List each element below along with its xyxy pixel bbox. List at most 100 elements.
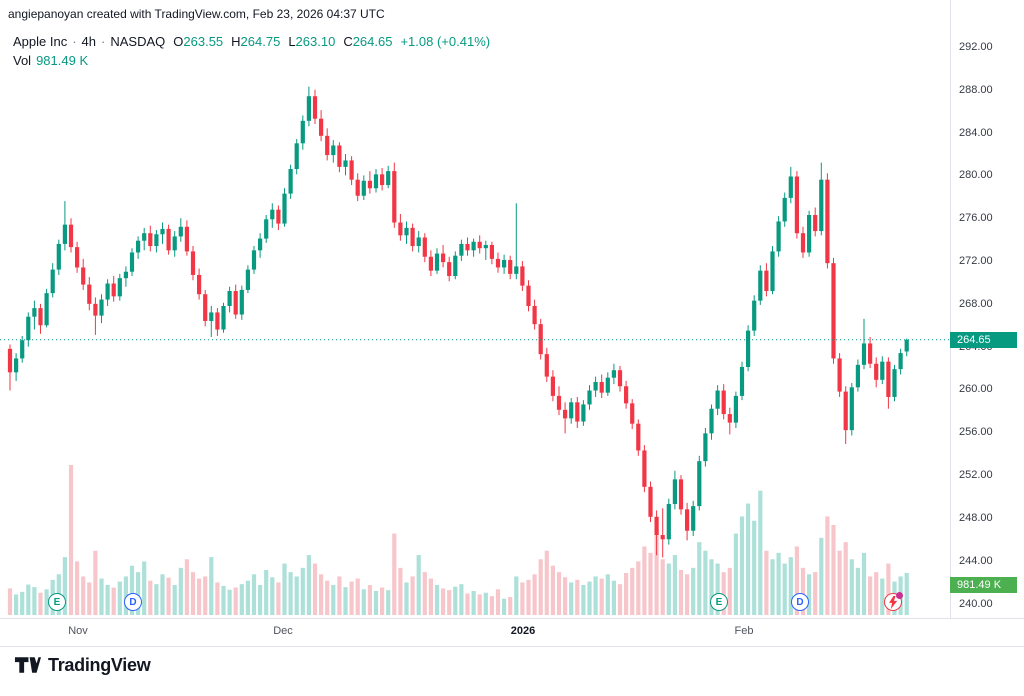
volume-bar[interactable]	[404, 582, 409, 615]
candle-body[interactable]	[50, 269, 55, 294]
candle-body[interactable]	[337, 145, 342, 167]
candle-body[interactable]	[142, 233, 147, 241]
candle-body[interactable]	[38, 308, 43, 326]
symbol-title[interactable]: Apple Inc	[13, 34, 68, 49]
volume-bar[interactable]	[617, 584, 623, 615]
candle-body[interactable]	[276, 209, 281, 224]
volume-bar[interactable]	[142, 561, 147, 615]
candle-body[interactable]	[68, 224, 74, 248]
candle-body[interactable]	[154, 234, 159, 247]
dividend-marker[interactable]: D	[791, 593, 809, 611]
candle-body[interactable]	[495, 258, 501, 268]
volume-bar[interactable]	[727, 567, 732, 615]
volume-bar[interactable]	[807, 574, 812, 615]
candle-body[interactable]	[75, 247, 80, 268]
volume-bar[interactable]	[599, 578, 604, 615]
volume-bar[interactable]	[703, 550, 708, 615]
candle-body[interactable]	[654, 516, 659, 535]
volume-bar[interactable]	[782, 563, 787, 615]
candle-body[interactable]	[617, 370, 623, 387]
volume-bar[interactable]	[569, 582, 574, 615]
candle-body[interactable]	[197, 274, 202, 295]
volume-bar[interactable]	[587, 581, 592, 615]
volume-bar[interactable]	[117, 581, 122, 615]
volume-bar[interactable]	[550, 565, 555, 615]
volume-bar[interactable]	[776, 552, 781, 615]
candle-body[interactable]	[355, 179, 360, 196]
candle-body[interactable]	[685, 509, 690, 531]
candle-body[interactable]	[32, 308, 37, 317]
volume-bar[interactable]	[178, 567, 183, 615]
volume-bar[interactable]	[685, 574, 690, 615]
candle-body[interactable]	[721, 390, 726, 415]
volume-bar[interactable]	[148, 580, 153, 615]
tradingview-logo-icon[interactable]	[14, 654, 41, 676]
candle-body[interactable]	[630, 403, 635, 424]
candle-body[interactable]	[215, 312, 220, 330]
volume-bar[interactable]	[831, 525, 836, 615]
volume-bar[interactable]	[87, 582, 92, 615]
candle-body[interactable]	[508, 259, 513, 274]
candle-body[interactable]	[331, 145, 336, 156]
volume-bar[interactable]	[471, 591, 476, 615]
candle-body[interactable]	[392, 171, 397, 223]
volume-bar[interactable]	[642, 546, 647, 615]
volume-bar[interactable]	[502, 598, 507, 615]
volume-bar[interactable]	[508, 597, 513, 615]
volume-bar[interactable]	[7, 588, 13, 615]
volume-bar[interactable]	[227, 589, 232, 615]
volume-bar[interactable]	[697, 542, 702, 615]
candle-body[interactable]	[849, 387, 854, 431]
volume-bar[interactable]	[837, 550, 842, 615]
volume-bar[interactable]	[874, 572, 879, 615]
volume-bar[interactable]	[44, 589, 49, 615]
volume-bar[interactable]	[288, 572, 293, 615]
candle-body[interactable]	[550, 376, 555, 396]
candle-body[interactable]	[892, 369, 897, 397]
volume-bar[interactable]	[611, 580, 616, 615]
volume-bar[interactable]	[154, 584, 159, 615]
candle-body[interactable]	[367, 180, 372, 189]
candle-body[interactable]	[800, 233, 806, 253]
volume-bar[interactable]	[398, 567, 403, 615]
candle-body[interactable]	[611, 370, 616, 378]
candle-body[interactable]	[660, 535, 665, 540]
candle-body[interactable]	[636, 423, 641, 451]
candle-body[interactable]	[117, 278, 122, 297]
volume-bar[interactable]	[99, 578, 104, 615]
candle-body[interactable]	[739, 366, 745, 396]
volume-bar[interactable]	[477, 594, 482, 615]
candle-body[interactable]	[300, 120, 305, 144]
candle-body[interactable]	[465, 243, 470, 251]
candle-body[interactable]	[105, 283, 110, 300]
candle-body[interactable]	[556, 395, 562, 410]
earnings-marker[interactable]: E	[710, 593, 728, 611]
volume-bar[interactable]	[68, 465, 74, 615]
volume-bar[interactable]	[325, 580, 330, 615]
candle-body[interactable]	[904, 339, 909, 352]
candle-body[interactable]	[709, 408, 714, 434]
candle-body[interactable]	[764, 270, 769, 291]
candle-body[interactable]	[489, 244, 494, 259]
candle-body[interactable]	[770, 251, 775, 292]
candle-body[interactable]	[123, 271, 128, 279]
volume-bar[interactable]	[489, 596, 494, 615]
candle-body[interactable]	[294, 143, 299, 169]
volume-bar[interactable]	[453, 586, 458, 615]
candle-body[interactable]	[129, 252, 135, 272]
candle-body[interactable]	[434, 253, 440, 271]
volume-bar[interactable]	[739, 516, 745, 615]
volume-bar[interactable]	[111, 587, 116, 615]
candle-body[interactable]	[270, 209, 275, 220]
volume-bar[interactable]	[312, 563, 318, 615]
candle-body[interactable]	[111, 283, 116, 297]
volume-bar[interactable]	[306, 555, 311, 615]
volume-bar[interactable]	[258, 585, 263, 615]
candle-body[interactable]	[245, 269, 250, 290]
volume-bar[interactable]	[14, 594, 19, 615]
candle-body[interactable]	[288, 169, 293, 194]
candle-body[interactable]	[20, 340, 25, 359]
volume-bar[interactable]	[672, 555, 677, 615]
volume-bar[interactable]	[136, 572, 141, 615]
volume-bar[interactable]	[392, 533, 397, 615]
